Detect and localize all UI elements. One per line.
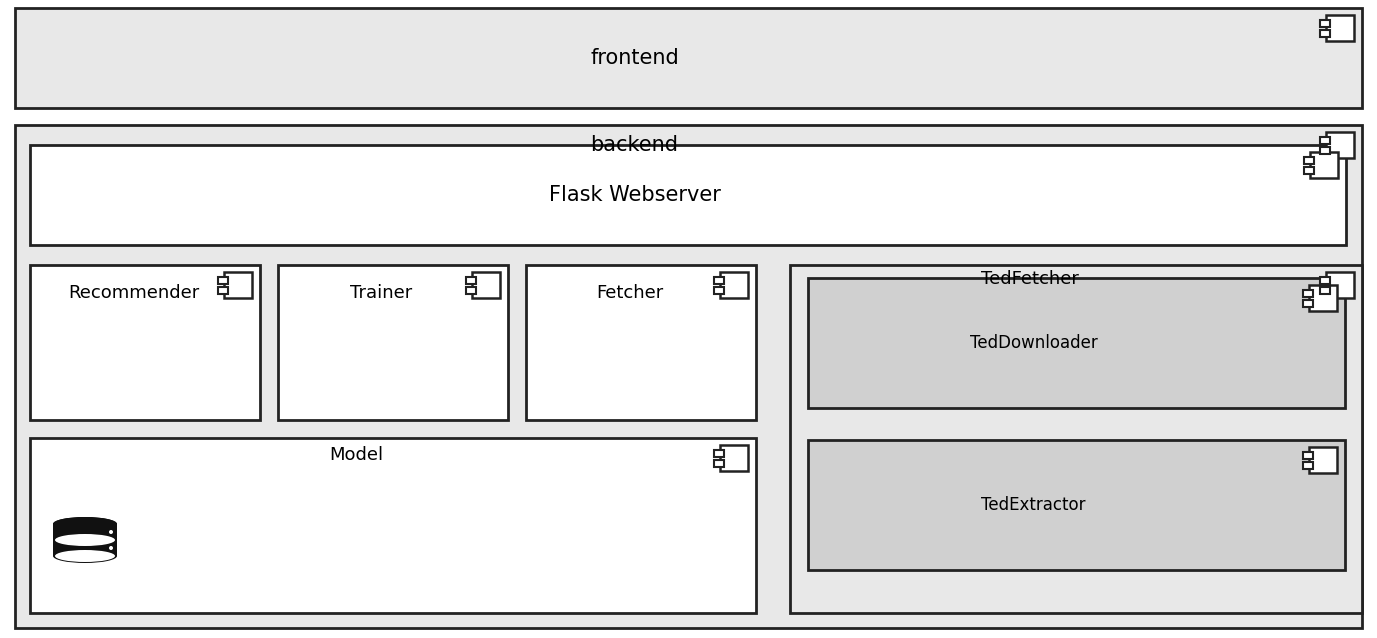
Ellipse shape — [52, 517, 117, 531]
Text: Trainer: Trainer — [350, 284, 413, 302]
Ellipse shape — [55, 534, 116, 546]
Bar — [1303, 452, 1314, 459]
Text: Fetcher: Fetcher — [596, 284, 664, 302]
Text: TedExtractor: TedExtractor — [982, 496, 1086, 514]
Text: Model: Model — [329, 447, 384, 464]
Bar — [808, 440, 1345, 570]
Bar — [720, 445, 748, 471]
Bar — [1321, 20, 1330, 27]
Text: TedDownloader: TedDownloader — [969, 334, 1097, 352]
Bar — [465, 286, 476, 293]
Bar — [278, 265, 508, 420]
Bar — [15, 8, 1362, 108]
Bar — [1303, 461, 1314, 468]
Text: frontend: frontend — [591, 48, 679, 68]
Bar — [790, 265, 1362, 613]
Text: Flask Webserver: Flask Webserver — [549, 185, 722, 205]
Bar — [715, 286, 724, 293]
Bar — [720, 272, 748, 298]
Bar — [1310, 447, 1337, 473]
Bar — [1321, 29, 1330, 36]
Bar — [1326, 15, 1354, 41]
Ellipse shape — [109, 530, 113, 534]
Bar — [1321, 276, 1330, 283]
Bar — [808, 278, 1345, 408]
Bar — [715, 450, 724, 457]
Text: Recommender: Recommender — [67, 284, 200, 302]
Ellipse shape — [52, 533, 117, 547]
Bar — [52, 540, 117, 556]
Bar — [1321, 137, 1330, 144]
Bar — [1310, 285, 1337, 311]
Bar — [52, 524, 117, 540]
Text: TedFetcher: TedFetcher — [982, 270, 1080, 288]
Bar — [30, 265, 260, 420]
Bar — [52, 524, 117, 556]
Ellipse shape — [109, 546, 113, 550]
Bar — [1304, 156, 1314, 163]
Bar — [218, 286, 229, 293]
Bar — [1304, 167, 1314, 174]
Bar — [1321, 286, 1330, 293]
Bar — [30, 438, 756, 613]
Bar — [526, 265, 756, 420]
Bar — [1321, 147, 1330, 154]
Ellipse shape — [55, 550, 116, 562]
Bar — [218, 276, 229, 283]
Text: backend: backend — [591, 135, 679, 155]
Bar — [465, 276, 476, 283]
Bar — [1326, 132, 1354, 158]
Bar — [1303, 290, 1314, 297]
Bar — [715, 459, 724, 466]
Bar — [715, 276, 724, 283]
Ellipse shape — [52, 517, 117, 531]
Bar — [224, 272, 252, 298]
Bar — [1303, 299, 1314, 306]
Bar — [30, 145, 1345, 245]
Bar — [15, 125, 1362, 628]
Bar — [1310, 152, 1338, 178]
Ellipse shape — [52, 549, 117, 563]
Bar — [472, 272, 500, 298]
Bar — [1326, 272, 1354, 298]
